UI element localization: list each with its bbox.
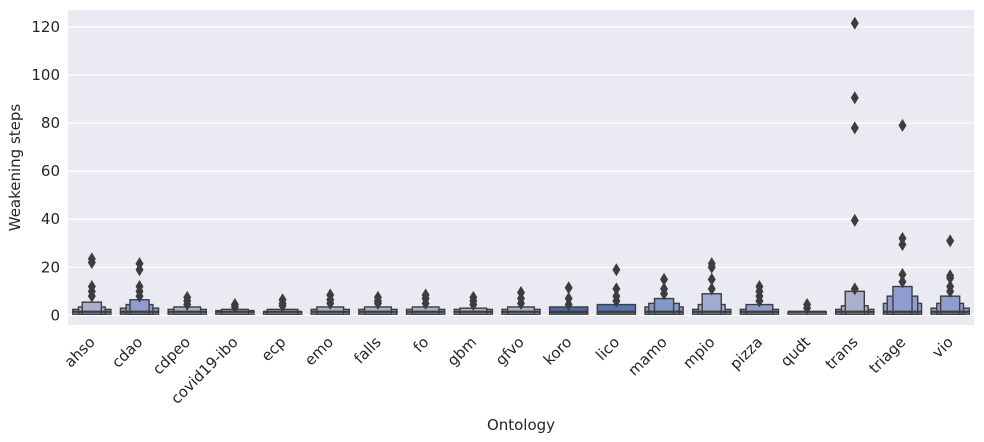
x-tick-label: lico bbox=[592, 333, 623, 364]
outlier-falls bbox=[373, 290, 382, 304]
outlier-koro bbox=[564, 292, 573, 306]
x-tick-label: ecp bbox=[258, 333, 290, 365]
x-tick-label: qudt bbox=[777, 333, 814, 370]
outlier-vio bbox=[946, 269, 955, 283]
outlier-mpio bbox=[707, 272, 716, 286]
y-tick-label: 40 bbox=[41, 210, 60, 228]
y-tick-label: 60 bbox=[41, 162, 60, 180]
x-tick-label: koro bbox=[540, 333, 576, 369]
outlier-lico bbox=[612, 263, 621, 277]
outlier-lico bbox=[612, 282, 621, 296]
outlier-trans bbox=[850, 213, 859, 227]
x-tick-label: triage bbox=[865, 333, 909, 377]
outlier-covid19-ibo bbox=[230, 298, 239, 312]
outlier-triage bbox=[898, 275, 907, 289]
outlier-triage bbox=[898, 231, 907, 245]
x-tick-label: fo bbox=[410, 333, 433, 356]
outlier-mpio bbox=[707, 282, 716, 296]
x-tick-label: cdao bbox=[108, 333, 146, 371]
x-tick-label: vio bbox=[929, 333, 957, 361]
grid-lines bbox=[68, 26, 974, 316]
outliers-layer bbox=[87, 16, 955, 315]
outlier-pizza bbox=[755, 280, 764, 294]
y-tick-label: 20 bbox=[41, 258, 60, 276]
outlier-lico bbox=[612, 289, 621, 303]
outlier-mamo bbox=[660, 282, 669, 296]
outlier-fo bbox=[421, 288, 430, 302]
outlier-cdao bbox=[135, 257, 144, 271]
y-tick-label: 80 bbox=[41, 114, 60, 132]
x-tick-label: ahso bbox=[61, 333, 99, 371]
x-axis-title: Ontology bbox=[487, 416, 555, 434]
plot-background bbox=[68, 10, 974, 325]
outlier-trans bbox=[850, 91, 859, 105]
outlier-qudt bbox=[803, 298, 812, 312]
x-tick-label: trans bbox=[822, 333, 862, 373]
x-tick-label: falls bbox=[350, 333, 385, 368]
y-tick-labels: 0 20 40 60 80 100 120 bbox=[31, 18, 60, 325]
outlier-ahso bbox=[87, 252, 96, 266]
x-tick-label: pizza bbox=[726, 333, 766, 373]
y-tick-label: 120 bbox=[31, 18, 60, 36]
outlier-trans bbox=[850, 121, 859, 135]
outlier-vio bbox=[946, 280, 955, 294]
x-tick-label: gfvo bbox=[492, 333, 528, 369]
outlier-vio bbox=[946, 234, 955, 248]
y-tick-label: 0 bbox=[50, 306, 60, 324]
x-tick-label: gbm bbox=[444, 333, 481, 370]
outlier-ahso bbox=[87, 280, 96, 294]
outlier-mamo bbox=[660, 272, 669, 286]
outlier-gfvo bbox=[517, 286, 525, 300]
outlier-trans bbox=[850, 282, 859, 296]
x-tick-label: cdpeo bbox=[149, 333, 194, 378]
x-tick-label: mpio bbox=[679, 333, 718, 372]
x-tick-label: emo bbox=[301, 333, 337, 369]
y-axis-title: Weakening steps bbox=[6, 104, 24, 232]
y-tick-label: 100 bbox=[31, 66, 60, 84]
outlier-mpio bbox=[707, 257, 716, 271]
outlier-ecp bbox=[278, 293, 287, 307]
outlier-koro bbox=[564, 281, 573, 295]
outlier-cdao bbox=[135, 280, 144, 294]
x-tick-label: mamo bbox=[624, 333, 670, 379]
outlier-cdpeo bbox=[183, 290, 192, 304]
outlier-emo bbox=[326, 288, 335, 302]
box-triage bbox=[892, 285, 913, 315]
outlier-trans bbox=[850, 16, 859, 30]
outlier-gbm bbox=[469, 290, 478, 304]
outlier-triage bbox=[898, 118, 907, 132]
outlier-triage bbox=[898, 268, 907, 282]
